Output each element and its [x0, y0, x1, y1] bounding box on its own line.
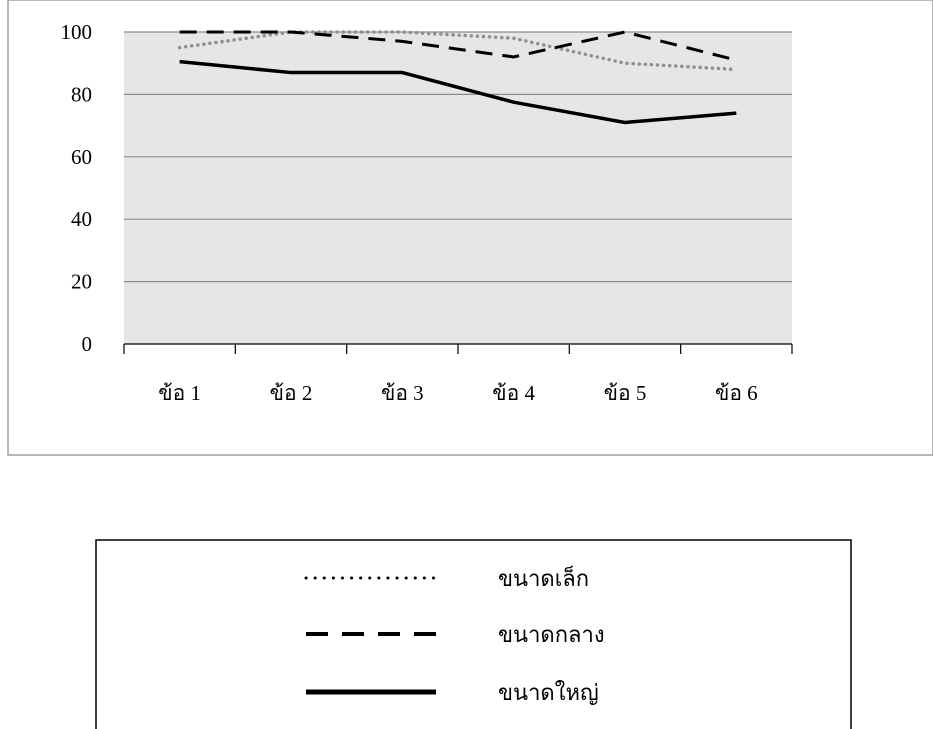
x-tick-label: ข้อ 5	[604, 381, 647, 405]
plot-area	[124, 32, 792, 344]
gridlines	[124, 31, 792, 283]
x-tick-label: ข้อ 1	[158, 381, 201, 405]
x-tick-label: ข้อ 4	[492, 381, 535, 405]
x-tick-label: ข้อ 2	[270, 381, 313, 405]
series-line-1	[177, 30, 739, 72]
legend-label: ขนาดกลาง	[498, 622, 605, 647]
legend	[95, 539, 852, 729]
y-tick-label: 80	[71, 82, 92, 106]
series-line-2	[179, 30, 737, 62]
y-tick-label: 0	[82, 332, 93, 356]
y-tick-label: 100	[61, 20, 93, 44]
x-tick-label: ข้อ 3	[381, 381, 424, 405]
series-line-3	[179, 59, 737, 125]
axes	[123, 343, 793, 354]
y-tick-label: 60	[71, 145, 92, 169]
y-tick-label: 40	[71, 207, 92, 231]
x-tick-label: ข้อ 6	[715, 381, 758, 405]
series-lines	[177, 30, 739, 125]
legend-label: ขนาดเล็ก	[498, 564, 589, 591]
y-axis-tick-labels: 0 20 40 60 80 100	[61, 20, 93, 356]
y-tick-label: 20	[71, 270, 92, 294]
legend-label: ขนาดใหญ่	[498, 680, 599, 705]
x-axis-tick-labels: ข้อ 1 ข้อ 2 ข้อ 3 ข้อ 4 ข้อ 5 ข้อ 6	[158, 381, 757, 405]
